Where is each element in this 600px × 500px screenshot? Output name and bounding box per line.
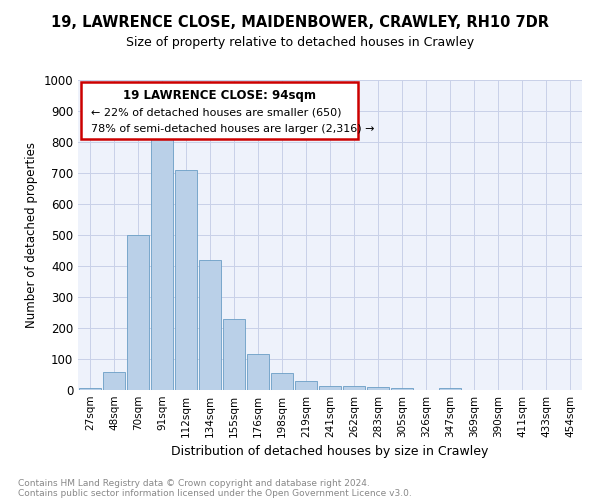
Bar	[175, 170, 197, 390]
Bar	[367, 387, 389, 390]
Text: Contains public sector information licensed under the Open Government Licence v3: Contains public sector information licen…	[18, 488, 412, 498]
Bar	[439, 388, 461, 390]
Y-axis label: Number of detached properties: Number of detached properties	[25, 142, 38, 328]
FancyBboxPatch shape	[80, 82, 358, 139]
Bar	[319, 386, 341, 390]
X-axis label: Distribution of detached houses by size in Crawley: Distribution of detached houses by size …	[172, 446, 488, 458]
Text: Contains HM Land Registry data © Crown copyright and database right 2024.: Contains HM Land Registry data © Crown c…	[18, 478, 370, 488]
Text: Size of property relative to detached houses in Crawley: Size of property relative to detached ho…	[126, 36, 474, 49]
Bar	[103, 372, 125, 390]
Text: ← 22% of detached houses are smaller (650): ← 22% of detached houses are smaller (65…	[91, 108, 341, 118]
Bar	[295, 380, 317, 390]
Text: 78% of semi-detached houses are larger (2,316) →: 78% of semi-detached houses are larger (…	[91, 124, 374, 134]
Bar	[199, 260, 221, 390]
Bar	[127, 235, 149, 390]
Bar	[271, 373, 293, 390]
Bar	[79, 388, 101, 390]
Bar	[151, 136, 173, 390]
Bar	[247, 354, 269, 390]
Bar	[343, 386, 365, 390]
Text: 19 LAWRENCE CLOSE: 94sqm: 19 LAWRENCE CLOSE: 94sqm	[122, 88, 316, 102]
Bar	[391, 388, 413, 390]
Text: 19, LAWRENCE CLOSE, MAIDENBOWER, CRAWLEY, RH10 7DR: 19, LAWRENCE CLOSE, MAIDENBOWER, CRAWLEY…	[51, 15, 549, 30]
Bar	[223, 318, 245, 390]
